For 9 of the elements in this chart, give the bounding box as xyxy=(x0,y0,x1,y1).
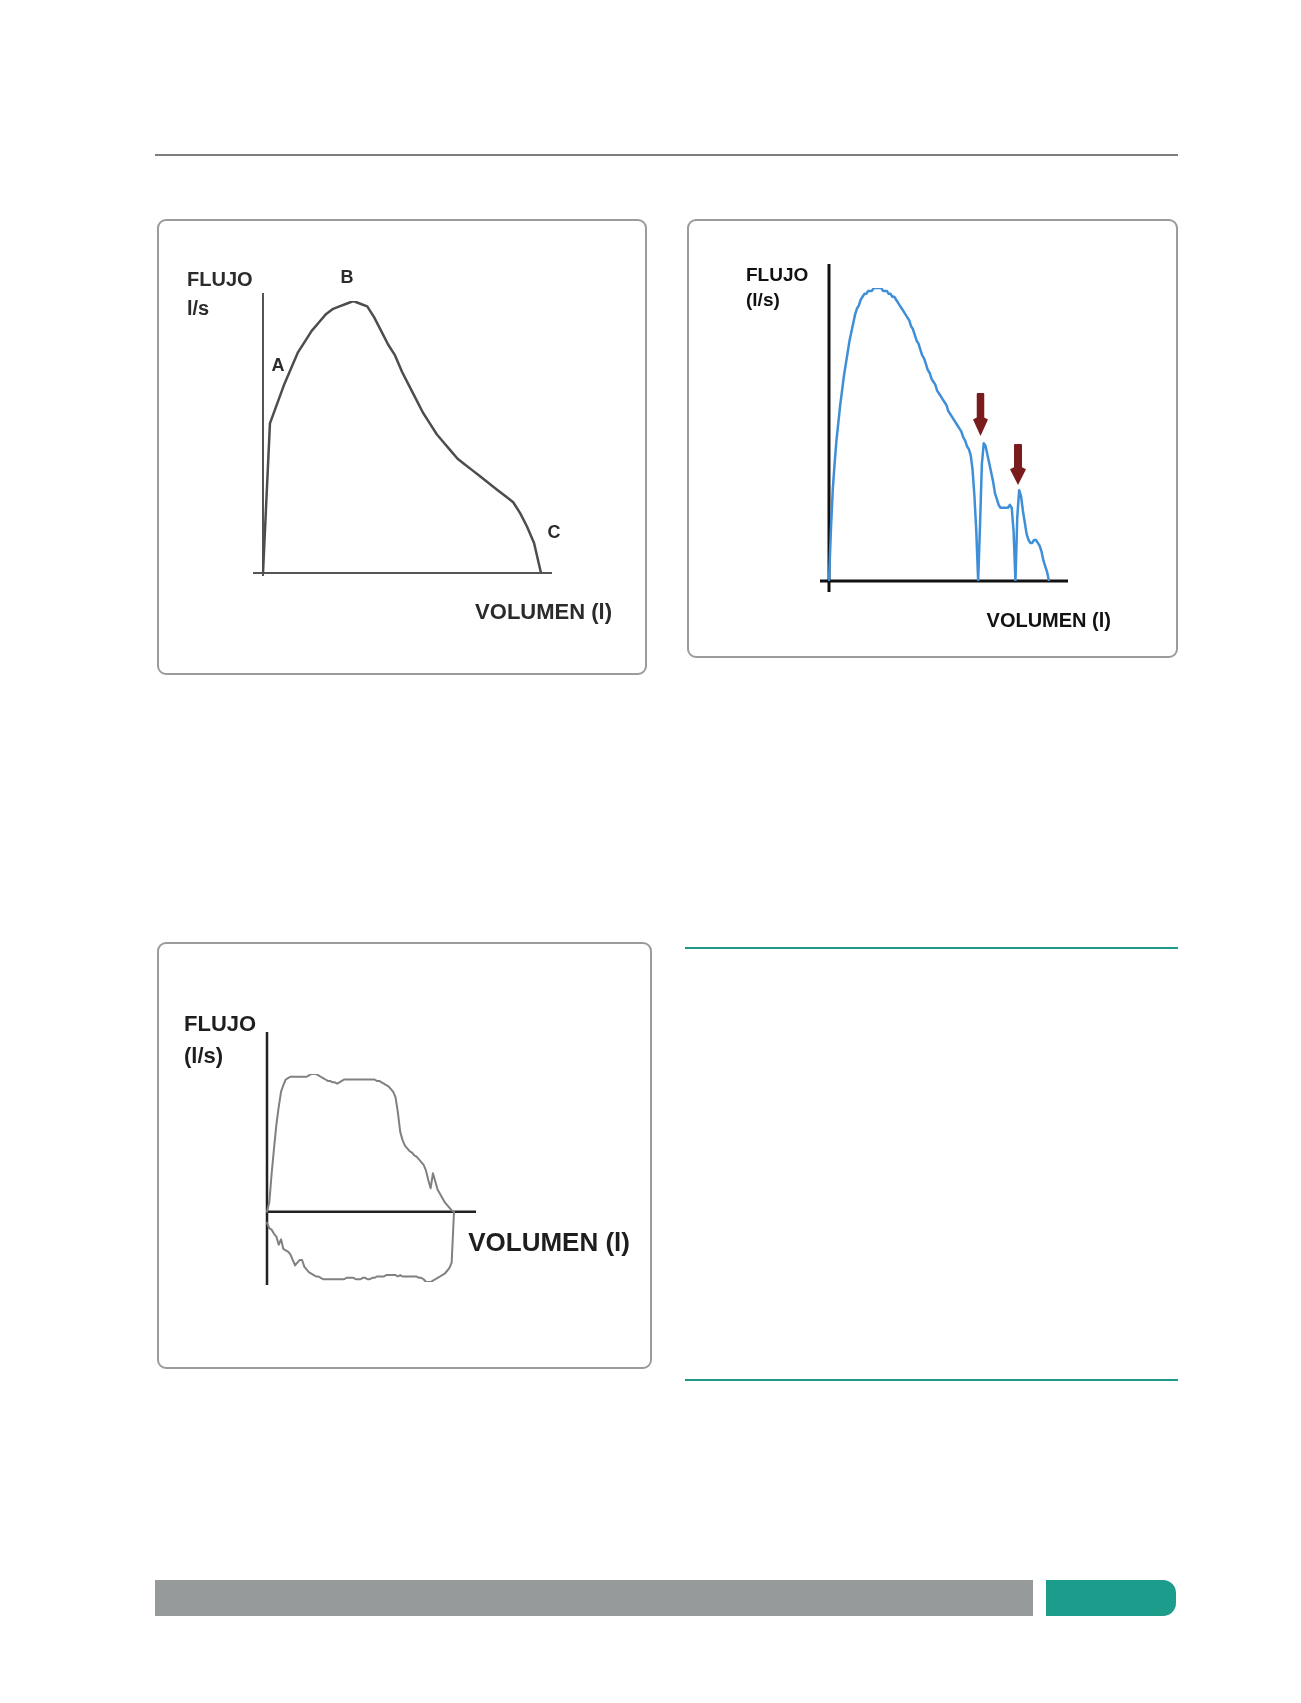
annotation: A xyxy=(271,354,285,375)
x-axis-title: VOLUMEN (l) xyxy=(475,599,612,625)
x-axis-title: VOLUMEN (l) xyxy=(986,609,1111,632)
y-axis-title: FLUJO l/s xyxy=(187,267,253,321)
x-axis-title: VOLUMEN (l) xyxy=(468,1227,630,1258)
annotation: C xyxy=(547,521,561,542)
y-axis-title: FLUJO (l/s) xyxy=(184,1010,257,1070)
y-axis-title: FLUJO (l/s) xyxy=(746,263,809,312)
text: B xyxy=(340,266,354,287)
